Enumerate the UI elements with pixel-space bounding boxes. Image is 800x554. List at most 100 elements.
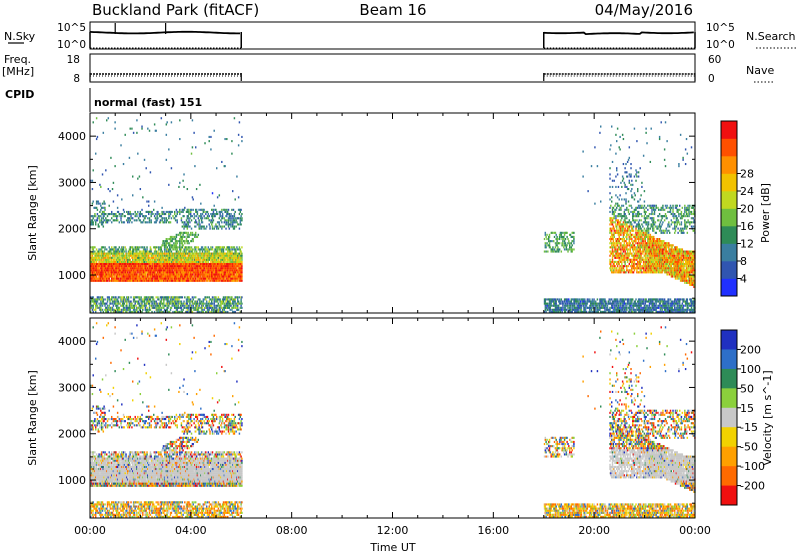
power-cell xyxy=(206,306,209,309)
power-cell xyxy=(132,306,135,309)
power-cell xyxy=(137,275,139,278)
power-cell xyxy=(133,279,136,282)
power-cell xyxy=(210,252,212,255)
power-cell xyxy=(566,231,568,234)
power-cell xyxy=(156,304,158,307)
power-cell xyxy=(143,271,146,274)
power-cell xyxy=(212,267,215,270)
power-cell xyxy=(90,260,92,263)
power-cell xyxy=(129,258,131,261)
power-cell xyxy=(166,302,168,305)
power-cell xyxy=(118,246,121,249)
power-cell xyxy=(154,260,157,263)
power-cell xyxy=(213,256,215,259)
power-cell xyxy=(208,215,210,218)
power-cell xyxy=(218,308,221,311)
power-cell xyxy=(151,273,153,276)
power-cell xyxy=(137,254,140,257)
power-cell xyxy=(120,304,122,307)
power-cell xyxy=(595,306,597,309)
power-cell xyxy=(206,267,209,270)
power-cell xyxy=(219,267,221,270)
power-cell xyxy=(155,300,157,303)
power-cell xyxy=(186,260,189,263)
power-cell xyxy=(609,223,611,226)
power-cell xyxy=(100,300,102,303)
power-cell xyxy=(116,219,119,222)
power-cell xyxy=(122,277,125,280)
power-cell xyxy=(124,273,126,276)
power-cell xyxy=(90,267,93,270)
power-cell xyxy=(195,235,198,238)
power-cell xyxy=(108,308,110,311)
nsky-panel: N.Sky 10^5 10^0 10^5 10^0 N.Search xyxy=(4,21,796,51)
power-cell xyxy=(119,258,121,261)
cpid-label: CPID xyxy=(5,88,34,101)
power-cell xyxy=(193,279,195,282)
power-cell xyxy=(97,267,100,270)
power-cell xyxy=(199,275,201,278)
power-cell xyxy=(100,208,102,211)
power-cell xyxy=(136,263,138,266)
power-cell xyxy=(165,260,168,263)
power-cell xyxy=(102,279,105,282)
power-cell xyxy=(118,308,121,311)
power-cell xyxy=(137,273,139,276)
power-cell xyxy=(94,279,96,282)
power-cell xyxy=(161,271,163,274)
power-cell xyxy=(203,265,205,268)
power-cell xyxy=(116,260,119,263)
power-cell xyxy=(164,263,167,266)
power-cell xyxy=(191,254,194,257)
power-cell xyxy=(182,267,184,270)
power-cell xyxy=(95,200,98,203)
power-cell xyxy=(226,138,228,141)
power-cell xyxy=(110,271,112,274)
power-cell xyxy=(171,271,173,274)
power-cell xyxy=(153,273,155,276)
power-cell xyxy=(134,256,136,259)
power-cell xyxy=(200,248,202,251)
power-cell xyxy=(136,131,138,134)
power-cell xyxy=(148,306,151,309)
power-cell xyxy=(211,277,214,280)
power-cell xyxy=(136,269,138,272)
power-cell xyxy=(226,219,228,222)
power-cell xyxy=(174,263,176,266)
power-cell xyxy=(92,304,94,307)
power-cell xyxy=(161,267,163,270)
power-cell xyxy=(185,248,188,251)
power-cell xyxy=(158,267,160,270)
power-cell xyxy=(104,258,106,261)
power-cell xyxy=(210,263,212,266)
power-cell xyxy=(116,269,119,272)
power-cell xyxy=(141,275,143,278)
power-cell xyxy=(103,250,105,253)
power-cell xyxy=(158,267,161,270)
power-cell xyxy=(167,252,169,255)
power-cell xyxy=(159,273,162,276)
power-cell xyxy=(142,265,145,268)
power-cell xyxy=(221,302,223,305)
power-cell xyxy=(149,258,152,261)
power-cell xyxy=(124,277,126,280)
power-cell xyxy=(204,263,206,266)
power-cell xyxy=(96,252,99,255)
power-cell xyxy=(93,300,95,303)
power-cell xyxy=(155,306,157,309)
power-cell xyxy=(162,221,164,224)
power-cell xyxy=(102,260,105,263)
power-cell xyxy=(178,296,180,299)
power-cell xyxy=(195,302,198,305)
power-cell xyxy=(91,277,94,280)
power-cell xyxy=(175,277,178,280)
power-cell xyxy=(191,260,194,263)
power-cell xyxy=(202,263,205,266)
power-cell xyxy=(165,248,168,251)
power-cell xyxy=(193,273,195,276)
power-cell xyxy=(114,269,116,272)
power-cell xyxy=(241,279,243,282)
power-cell xyxy=(181,279,184,282)
power-cell xyxy=(169,242,171,245)
power-cell xyxy=(144,221,147,224)
